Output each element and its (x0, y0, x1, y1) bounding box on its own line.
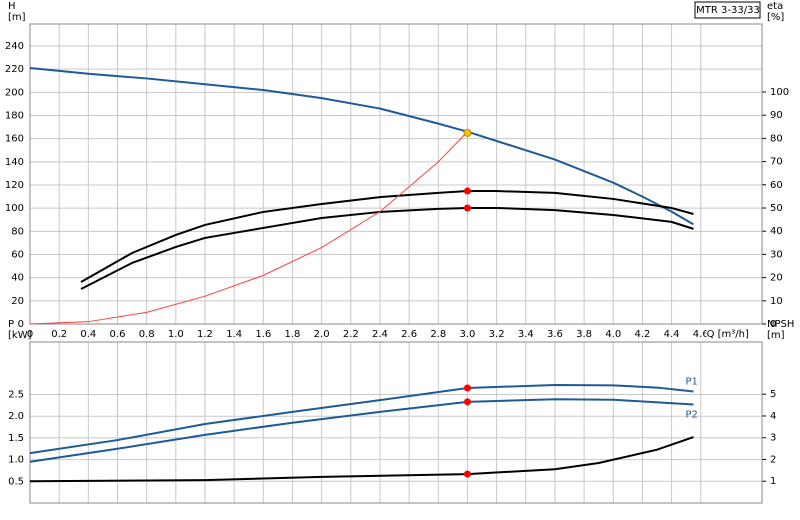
plot-frame (29, 23, 763, 325)
x-tick-label: 1.8 (285, 329, 301, 340)
y2-tick-label: 60 (770, 180, 783, 191)
x-tick-label: 3.0 (459, 329, 475, 340)
operating-point (463, 384, 471, 392)
y2-axis-label: eta (767, 1, 783, 12)
y-tick-label: 80 (11, 226, 24, 237)
operating-point (463, 398, 471, 406)
y-tick-label: 40 (11, 273, 24, 284)
y-tick-label: 0.5 (8, 476, 24, 487)
y2-tick-label: 1 (770, 476, 776, 487)
x-tick-label: 2.8 (430, 329, 446, 340)
x-tick-label: 3.8 (576, 329, 592, 340)
y2-tick-label: 50 (770, 203, 783, 214)
series-line (29, 436, 694, 483)
y2-tick-label: 0 (770, 319, 776, 330)
series-line (80, 190, 694, 283)
x-tick-label: 0.2 (51, 329, 67, 340)
x-tick-label: 3.4 (518, 329, 534, 340)
y2-tick-label: 100 (770, 87, 789, 98)
y2-tick-label: 30 (770, 249, 783, 260)
y2-tick-label: 20 (770, 273, 783, 284)
y2-tick-label: 40 (770, 226, 783, 237)
y2-tick-label: 4 (770, 411, 776, 422)
x-tick-label: 4.2 (634, 329, 650, 340)
y-tick-label: 180 (5, 111, 24, 122)
y2-axis-unit: [m] (767, 330, 785, 341)
y-tick-label: 120 (5, 180, 24, 191)
series-label: P2 (685, 409, 697, 420)
x-axis-label: Q [m³/h] (707, 329, 749, 340)
x-tick-label: 3.6 (547, 329, 563, 340)
y-tick-label: 20 (11, 296, 24, 307)
y2-tick-label: 2 (770, 454, 776, 465)
y-tick-label: 1.5 (8, 433, 24, 444)
x-tick-label: 4.4 (664, 329, 680, 340)
operating-point (463, 470, 471, 478)
x-tick-label: 1.2 (197, 329, 213, 340)
y2-tick-label: 3 (770, 433, 776, 444)
y2-axis-label: NPSH (767, 319, 794, 330)
y-tick-label: 160 (5, 134, 24, 145)
y-axis-label: H (8, 1, 16, 12)
x-tick-label: 1.4 (226, 329, 242, 340)
y-tick-label: 200 (5, 87, 24, 98)
series-label: P1 (685, 376, 697, 387)
y-tick-label: 2.5 (8, 390, 24, 401)
operating-point (463, 204, 471, 212)
series-line (80, 206, 694, 290)
y-tick-label: 1.0 (8, 455, 24, 466)
y-tick-label: 220 (5, 64, 24, 75)
y-tick-label: 100 (5, 203, 24, 214)
y2-axis-unit: [%] (767, 12, 784, 23)
y-axis-unit: [m] (8, 12, 26, 23)
y-tick-label: 240 (5, 41, 24, 52)
operating-point (463, 128, 472, 137)
plot-frame (29, 341, 763, 504)
series-line (29, 383, 694, 455)
x-tick-label: 0.4 (80, 329, 96, 340)
y-tick-label: 2.0 (8, 411, 24, 422)
x-tick-label: 2.4 (372, 329, 388, 340)
series-line (29, 398, 694, 463)
x-tick-label: 0 (27, 329, 33, 340)
x-tick-label: 4.0 (605, 329, 621, 340)
x-tick-label: 2.6 (401, 329, 417, 340)
y2-tick-label: 90 (770, 110, 783, 121)
y-axis-label: P (8, 319, 14, 330)
x-tick-label: 4.6 (693, 329, 709, 340)
title-box (694, 1, 761, 19)
y-tick-label: 60 (11, 250, 24, 261)
y2-tick-label: 80 (770, 133, 783, 144)
y2-tick-label: 70 (770, 157, 783, 168)
x-tick-label: 3.2 (489, 329, 505, 340)
x-tick-label: 1.6 (255, 329, 271, 340)
series-line (29, 131, 468, 325)
y-tick-label: 140 (5, 157, 24, 168)
x-tick-label: 1.0 (168, 329, 184, 340)
y-tick-label: 0 (18, 319, 24, 330)
y-axis-unit: [kW] (8, 330, 32, 341)
x-tick-label: 2.0 (314, 329, 330, 340)
y2-tick-label: 5 (770, 389, 776, 400)
chart-title: MTR 3-33/33 (696, 5, 760, 16)
x-tick-label: 0.6 (110, 329, 126, 340)
series-line (29, 67, 694, 226)
operating-point (463, 187, 471, 195)
y2-tick-label: 10 (770, 296, 783, 307)
x-tick-label: 2.2 (343, 329, 359, 340)
x-tick-label: 0.8 (139, 329, 155, 340)
